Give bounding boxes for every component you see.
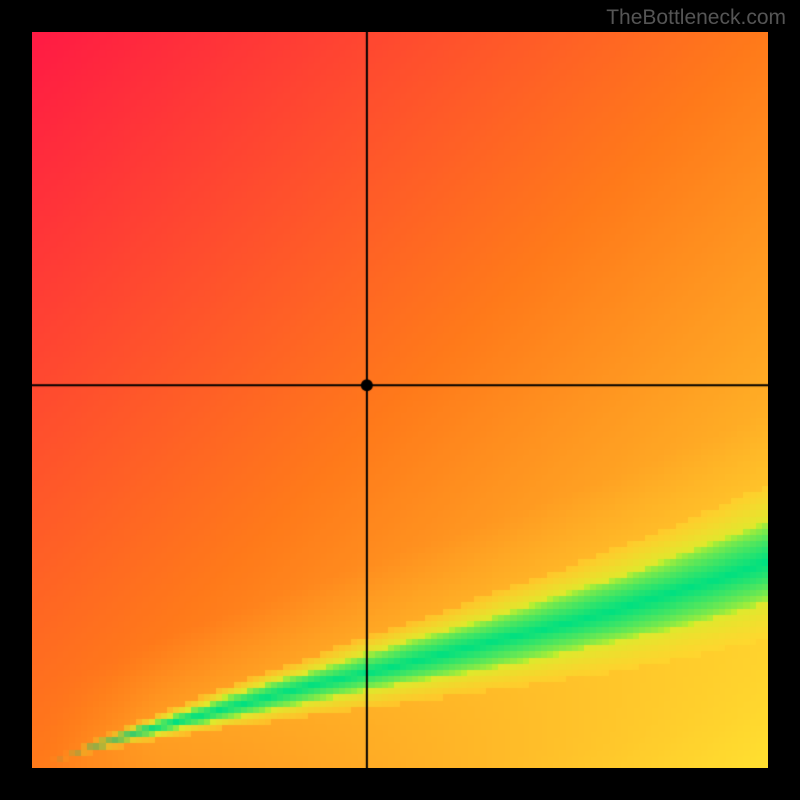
watermark-text: TheBottleneck.com bbox=[606, 6, 786, 30]
heatmap-canvas bbox=[32, 32, 768, 768]
chart-container: TheBottleneck.com bbox=[0, 0, 800, 800]
heatmap-plot bbox=[32, 32, 768, 768]
